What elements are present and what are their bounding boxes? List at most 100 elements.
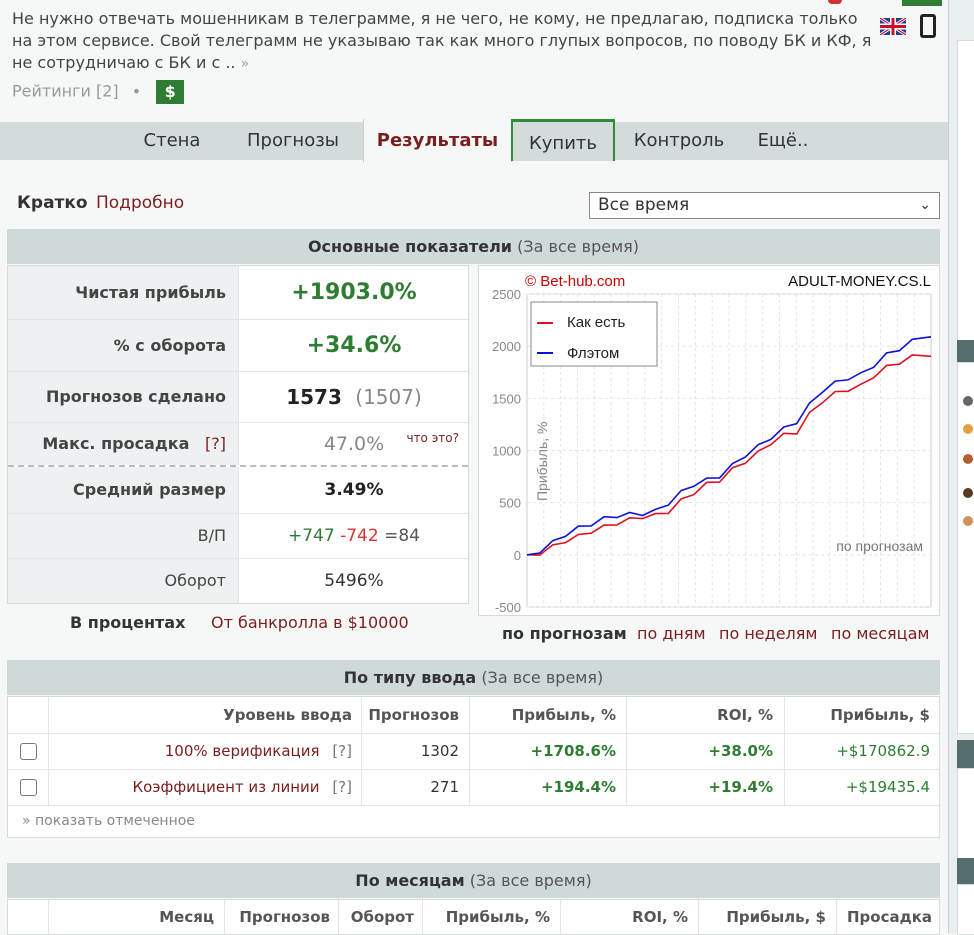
tab-more[interactable]: Ещё.. — [757, 130, 809, 151]
col-header-count: Прогнозов — [239, 908, 330, 926]
y-tick-label: 0 — [514, 548, 521, 563]
uk-flag-icon[interactable] — [880, 18, 906, 35]
sidebar-panel-header — [957, 740, 974, 768]
y-tick-label: 2000 — [492, 339, 521, 354]
chart-tab-by-weeks[interactable]: по неделям — [719, 624, 818, 643]
level-help[interactable]: [?] — [332, 742, 352, 760]
legend-label-1: Флэтом — [567, 345, 619, 362]
show-selected-link[interactable]: » показать отмеченное — [22, 813, 195, 829]
chart-tab-by-forecasts[interactable]: по прогнозам — [502, 624, 627, 643]
months-period: (За все время) — [469, 871, 592, 890]
mobile-phone-icon[interactable] — [920, 14, 936, 38]
chart-tab-by-days[interactable]: по дням — [637, 624, 706, 643]
stat-row-forecasts-made: Прогнозов сделано 1573 (1507) — [8, 372, 468, 423]
entry-type-header: По типу ввода (За все время) — [7, 660, 940, 695]
net-profit-value: +1903.0% — [291, 280, 417, 305]
stat-label: Прогнозов сделано — [8, 372, 238, 422]
tab-results[interactable]: Результаты — [363, 119, 512, 162]
level-link[interactable]: 100% верификация — [164, 742, 320, 760]
dollar-badge[interactable]: $ — [156, 80, 185, 104]
col-divider — [48, 900, 49, 934]
right-sidebar — [948, 0, 974, 935]
stat-row-turnover: Оборот 5496% — [8, 559, 468, 603]
top-green-button[interactable] — [902, 0, 942, 6]
profit-pct-cell: +1708.6% — [530, 742, 616, 760]
stat-value: 5496% — [238, 559, 469, 603]
entry-type-period: (За все время) — [481, 668, 604, 687]
level-link[interactable]: Коэффициент из линии — [132, 778, 320, 796]
drawdown-what-is-link[interactable]: что это? — [406, 431, 459, 445]
sidebar-icon[interactable] — [963, 516, 973, 526]
months-table: Месяц Прогнозов Оборот Прибыль, % ROI, %… — [7, 899, 940, 935]
col-divider — [836, 900, 837, 934]
tab-buy[interactable]: Купить — [511, 119, 615, 161]
sidebar-panel-header — [957, 340, 974, 362]
col-divider — [361, 697, 362, 805]
tab-forecasts[interactable]: Прогнозы — [247, 130, 339, 151]
description-text: Не нужно отвечать мошенникам в телеграмм… — [12, 9, 872, 72]
period-select[interactable]: Все время ⌄ — [589, 192, 940, 219]
roi-cell: +19.4% — [708, 778, 773, 796]
bankroll-mode-link[interactable]: От банкролла в $10000 — [211, 613, 409, 632]
tab-wall[interactable]: Стена — [143, 130, 201, 151]
sidebar-icon[interactable] — [963, 488, 973, 498]
roi-cell: +38.0% — [708, 742, 773, 760]
y-tick-label: 2500 — [492, 287, 521, 302]
notification-dot[interactable] — [828, 0, 842, 4]
avg-size-value: 3.49% — [324, 480, 384, 500]
months-header: По месяцам (За все время) — [7, 863, 940, 898]
col-header-count: Прогнозов — [368, 706, 459, 724]
stat-label: % с оборота — [8, 320, 238, 371]
col-header-month: Месяц — [159, 908, 214, 926]
row-checkbox[interactable] — [20, 779, 37, 796]
table-row: Коэффициент из линии [?] 271 +194.4% +19… — [8, 770, 939, 806]
sidebar-icon[interactable] — [963, 396, 973, 406]
col-divider — [422, 900, 423, 934]
profit-chart-svg: © Bet-hub.com ADULT-MONEY.CS.L 2500 2000 1… — [492, 273, 932, 615]
row-checkbox[interactable] — [20, 743, 37, 760]
sidebar-panel — [957, 884, 974, 935]
y-tick-label: 1000 — [492, 444, 521, 459]
count-cell: 271 — [430, 778, 459, 796]
ratings-separator: • — [131, 81, 142, 101]
col-header-profit-usd: Прибыль, $ — [830, 706, 930, 724]
level-help[interactable]: [?] — [332, 778, 352, 796]
col-header-profit-usd: Прибыль, $ — [726, 908, 826, 926]
series-line-0 — [526, 354, 932, 556]
sidebar-icon[interactable] — [963, 454, 973, 464]
y-tick-label: -500 — [495, 600, 521, 615]
ratings-row: Рейтинги [2] • $ — [12, 80, 185, 104]
stat-label: Средний размер — [8, 467, 238, 513]
chart-tab-by-months[interactable]: по месяцам — [831, 624, 930, 643]
more-link[interactable]: » — [240, 56, 250, 72]
col-header-profit-pct: Прибыль, % — [511, 706, 616, 724]
col-header-turnover: Оборот — [350, 908, 414, 926]
turnover-pct-value: +34.6% — [306, 333, 402, 358]
main-stats-period: (За все время) — [517, 237, 640, 256]
chart-watermark: © Bet-hub.com — [525, 273, 625, 290]
col-divider — [224, 900, 225, 934]
profit-chart: © Bet-hub.com ADULT-MONEY.CS.L 2500 2000 1… — [478, 265, 940, 616]
col-header-drawdown: Просадка — [846, 908, 932, 926]
level-cell: Коэффициент из линии [?] — [48, 770, 352, 805]
percent-mode-link[interactable]: В процентах — [70, 613, 186, 632]
entry-type-title: По типу ввода — [343, 668, 477, 687]
main-stats-header: Основные показатели (За все время) — [7, 229, 940, 264]
tab-control[interactable]: Контроль — [633, 130, 725, 151]
stat-value: +747 -742 =84 — [238, 514, 469, 558]
y-tick-label: 1500 — [492, 391, 521, 406]
subnav-detailed[interactable]: Подробно — [96, 193, 185, 213]
ratings-link[interactable]: Рейтинги [2] — [12, 81, 119, 101]
stat-row-win-loss: В/П +747 -742 =84 — [8, 514, 468, 559]
subnav-brief[interactable]: Кратко — [17, 193, 88, 213]
months-header-row: Месяц Прогнозов Оборот Прибыль, % ROI, %… — [8, 900, 939, 934]
drawdown-help[interactable]: [?] — [205, 434, 226, 453]
col-header-profit-pct: Прибыль, % — [445, 908, 550, 926]
stat-row-max-drawdown: Макс. просадка [?] 47.0% что это? — [8, 423, 468, 467]
table-row: 100% верификация [?] 1302 +1708.6% +38.0… — [8, 734, 939, 770]
stat-label: Оборот — [8, 559, 238, 603]
y-tick-label: 500 — [499, 496, 521, 511]
col-header-roi: ROI, % — [717, 706, 773, 724]
stat-row-net-profit: Чистая прибыль +1903.0% — [8, 266, 468, 320]
sidebar-icon[interactable] — [963, 424, 973, 434]
